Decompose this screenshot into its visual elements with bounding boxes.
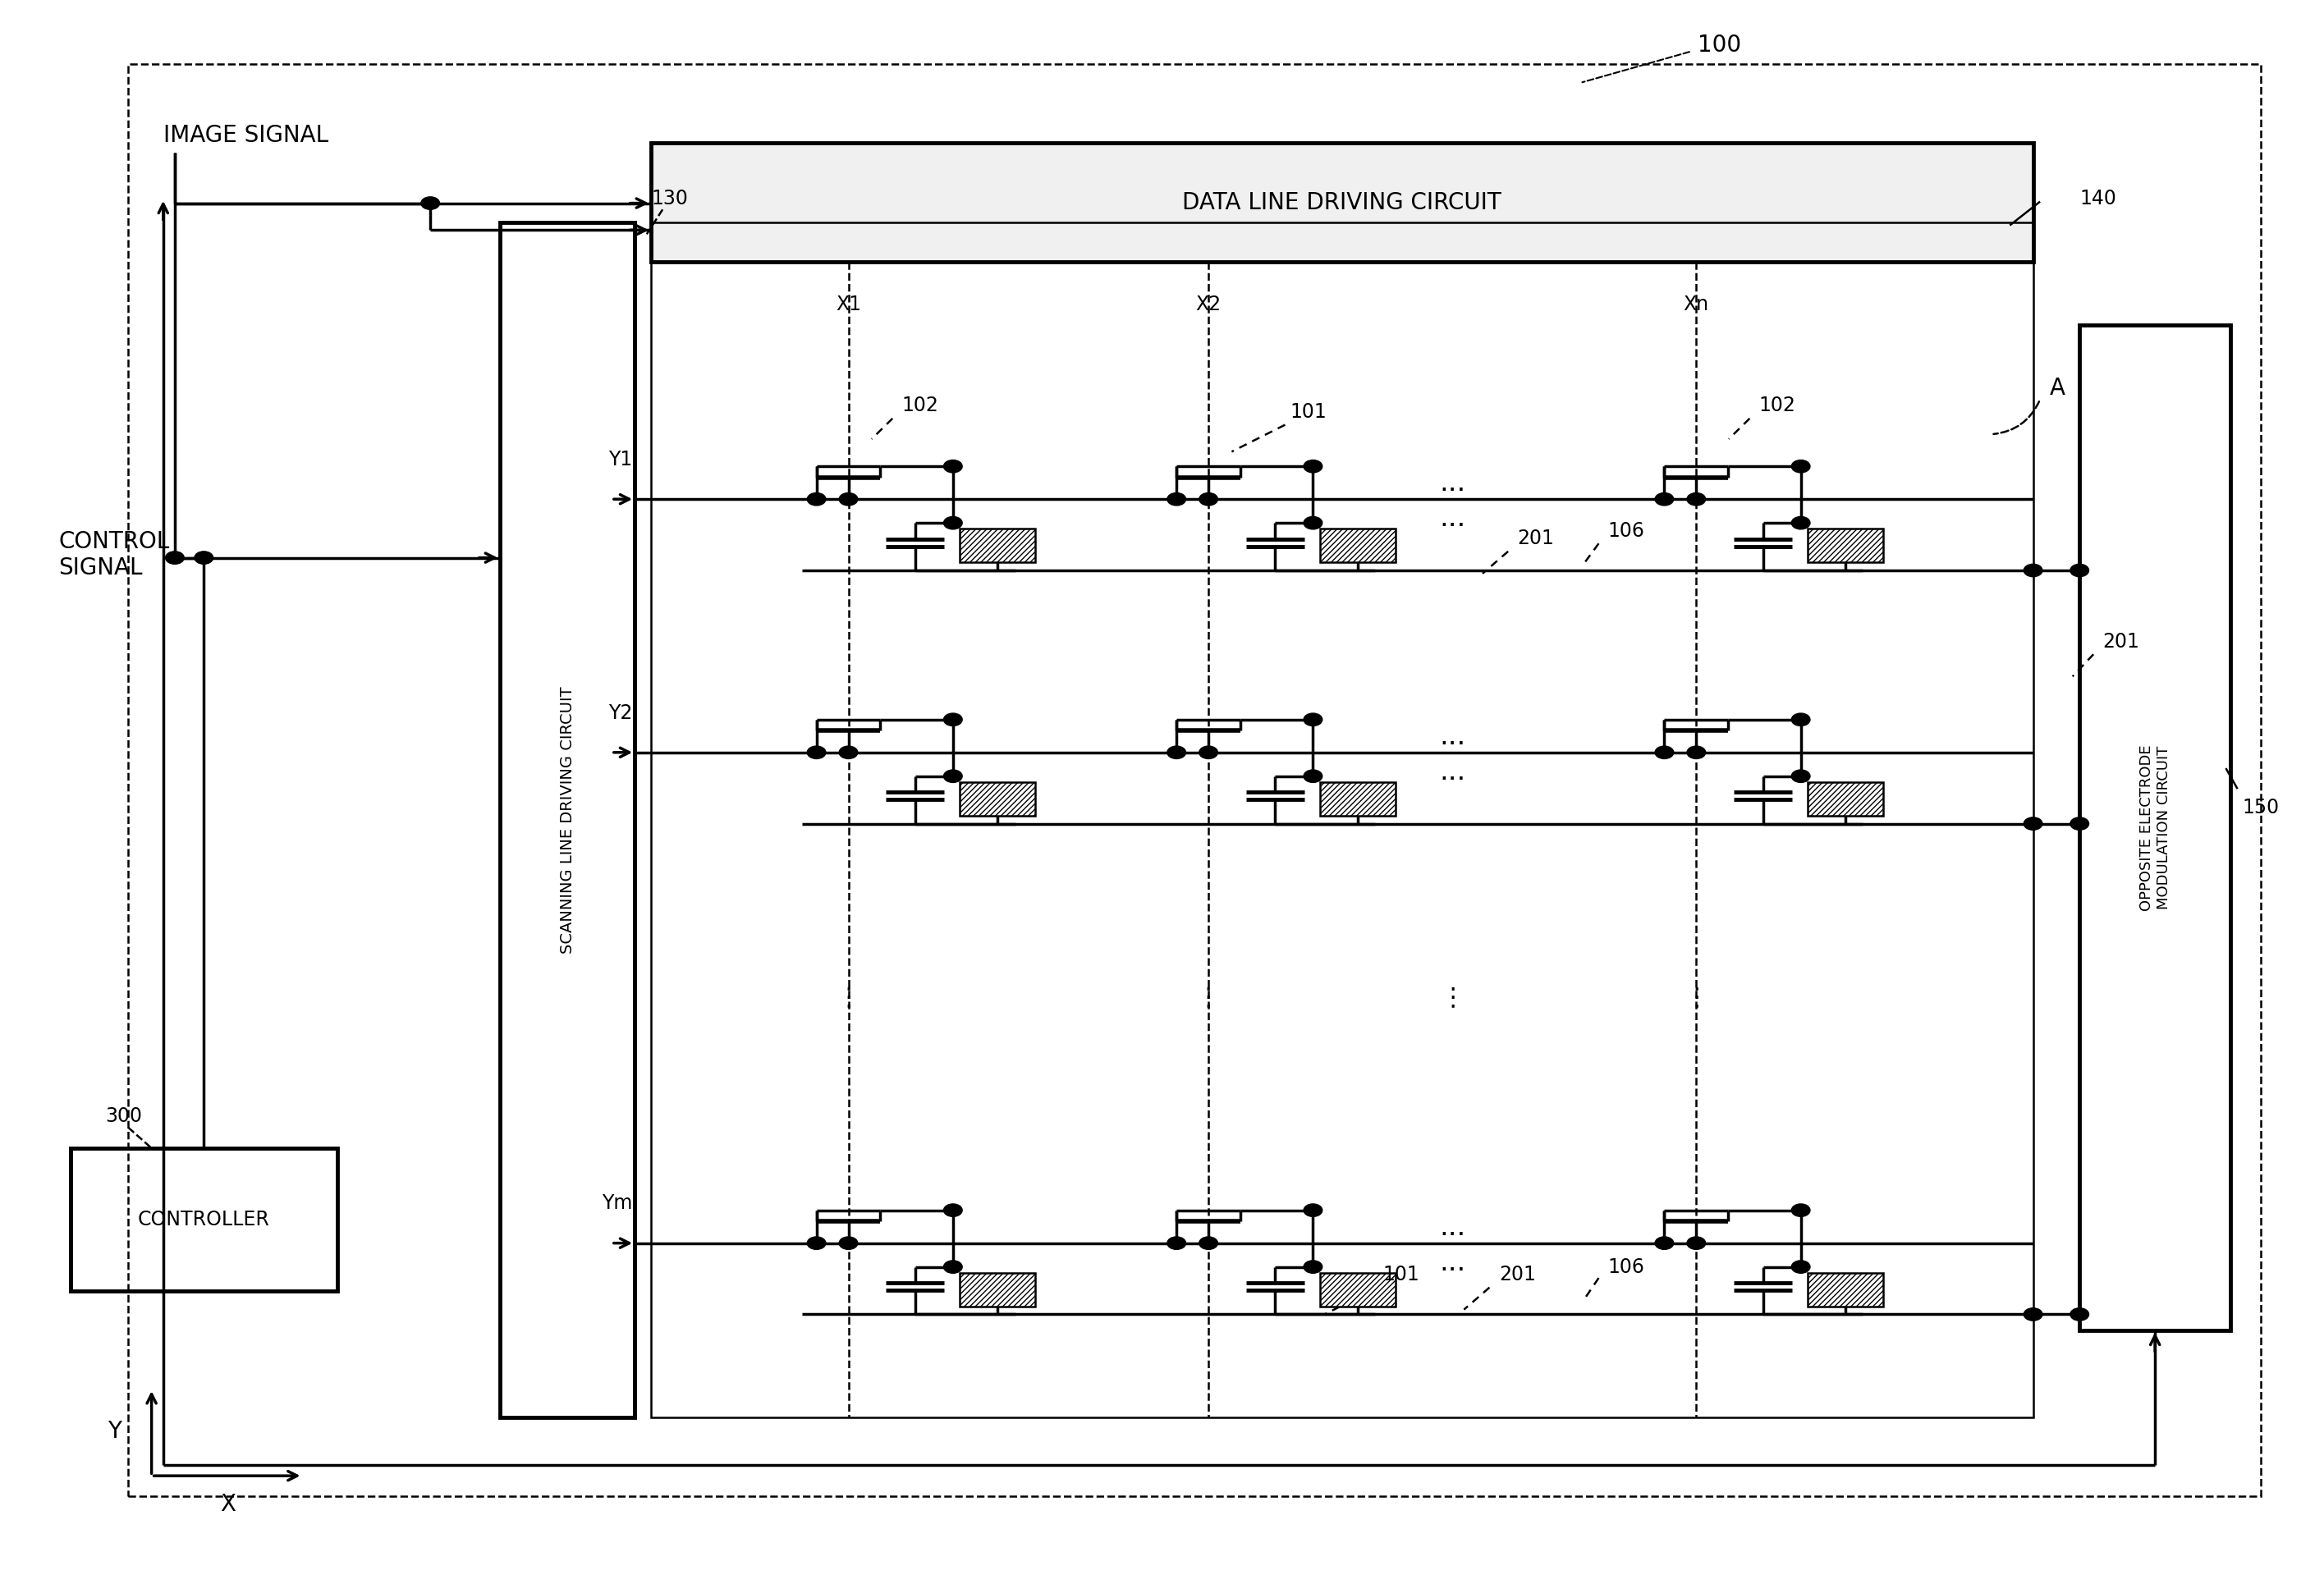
Circle shape	[806, 1237, 825, 1250]
Text: X: X	[221, 1492, 237, 1516]
Circle shape	[1655, 1237, 1673, 1250]
Circle shape	[1792, 1204, 1810, 1217]
Circle shape	[1687, 746, 1706, 759]
Text: 201: 201	[2103, 632, 2140, 651]
Circle shape	[944, 713, 962, 725]
Text: 130: 130	[651, 188, 688, 208]
Bar	[960, 1274, 1037, 1307]
Text: ⋮: ⋮	[1441, 985, 1464, 1009]
Circle shape	[165, 551, 184, 564]
Circle shape	[1304, 1204, 1322, 1217]
Text: ···: ···	[1439, 1258, 1466, 1285]
Circle shape	[944, 1261, 962, 1274]
Circle shape	[1304, 516, 1322, 529]
Circle shape	[1304, 1261, 1322, 1274]
Text: ···: ···	[1439, 513, 1466, 540]
Circle shape	[1792, 1261, 1810, 1274]
Circle shape	[1687, 493, 1706, 505]
Circle shape	[1199, 746, 1218, 759]
Circle shape	[2024, 1308, 2043, 1321]
Text: 101: 101	[1290, 402, 1327, 421]
Text: Y2: Y2	[609, 703, 632, 722]
Text: 140: 140	[2080, 188, 2117, 208]
Text: ···: ···	[1439, 1221, 1466, 1248]
Text: Xn: Xn	[1683, 295, 1708, 314]
Circle shape	[195, 551, 214, 564]
Circle shape	[1304, 770, 1322, 782]
Circle shape	[1199, 493, 1218, 505]
Circle shape	[839, 746, 858, 759]
Circle shape	[1304, 713, 1322, 725]
Text: A: A	[2050, 377, 2066, 399]
Text: OPPOSITE ELECTRODE
MODULATION CIRCUIT: OPPOSITE ELECTRODE MODULATION CIRCUIT	[2138, 744, 2171, 911]
Text: 201: 201	[1499, 1266, 1536, 1285]
Text: 150: 150	[2243, 798, 2280, 817]
Circle shape	[1655, 493, 1673, 505]
Circle shape	[1167, 493, 1185, 505]
Text: DATA LINE DRIVING CIRCUIT: DATA LINE DRIVING CIRCUIT	[1183, 192, 1501, 214]
Circle shape	[1792, 516, 1810, 529]
Circle shape	[944, 516, 962, 529]
Circle shape	[2071, 817, 2089, 830]
Bar	[1808, 1274, 1882, 1307]
Text: ···: ···	[1439, 478, 1466, 505]
Circle shape	[2071, 564, 2089, 577]
Text: ⋮: ⋮	[837, 985, 860, 1009]
Circle shape	[806, 746, 825, 759]
Text: ⋮: ⋮	[1197, 985, 1220, 1009]
Circle shape	[806, 493, 825, 505]
Circle shape	[839, 1237, 858, 1250]
Circle shape	[944, 770, 962, 782]
Text: CONTROLLER: CONTROLLER	[137, 1210, 270, 1229]
Text: 100: 100	[1697, 33, 1741, 57]
Bar	[70, 1148, 337, 1291]
Circle shape	[1167, 746, 1185, 759]
Text: 102: 102	[902, 396, 939, 415]
Text: IMAGE SIGNAL: IMAGE SIGNAL	[163, 124, 328, 147]
Text: Ym: Ym	[602, 1194, 632, 1213]
Bar	[2080, 325, 2231, 1331]
Circle shape	[1655, 746, 1673, 759]
Circle shape	[1792, 770, 1810, 782]
Text: 102: 102	[1759, 396, 1796, 415]
Text: X2: X2	[1195, 295, 1220, 314]
Text: ···: ···	[1439, 730, 1466, 759]
Text: X1: X1	[837, 295, 862, 314]
Text: Y: Y	[107, 1419, 121, 1443]
Bar	[651, 143, 2034, 261]
Circle shape	[1687, 1237, 1706, 1250]
Circle shape	[1304, 459, 1322, 472]
Circle shape	[1792, 459, 1810, 472]
Bar	[1320, 1274, 1394, 1307]
Text: 101: 101	[1383, 1266, 1420, 1285]
Circle shape	[2024, 564, 2043, 577]
Bar	[651, 222, 2034, 1418]
Text: Y1: Y1	[609, 450, 632, 469]
Circle shape	[2024, 817, 2043, 830]
Text: ⋮: ⋮	[1685, 985, 1708, 1009]
Bar	[960, 529, 1037, 562]
Circle shape	[2071, 1308, 2089, 1321]
Text: ···: ···	[1439, 767, 1466, 794]
Bar	[960, 782, 1037, 816]
Bar	[1320, 529, 1394, 562]
Circle shape	[1167, 1237, 1185, 1250]
Bar	[500, 222, 634, 1418]
Text: 201: 201	[1518, 529, 1555, 548]
Text: SCANNING LINE DRIVING CIRCUIT: SCANNING LINE DRIVING CIRCUIT	[560, 686, 574, 954]
Text: 300: 300	[105, 1107, 142, 1126]
Circle shape	[839, 493, 858, 505]
Bar	[1320, 782, 1394, 816]
Bar	[1808, 782, 1882, 816]
Circle shape	[944, 1204, 962, 1217]
Circle shape	[944, 459, 962, 472]
Text: 106: 106	[1608, 1258, 1645, 1277]
Circle shape	[421, 196, 439, 209]
Text: CONTROL
SIGNAL: CONTROL SIGNAL	[58, 529, 170, 580]
Bar	[1808, 529, 1882, 562]
Circle shape	[1199, 1237, 1218, 1250]
Circle shape	[1792, 713, 1810, 725]
Text: 106: 106	[1608, 521, 1645, 540]
